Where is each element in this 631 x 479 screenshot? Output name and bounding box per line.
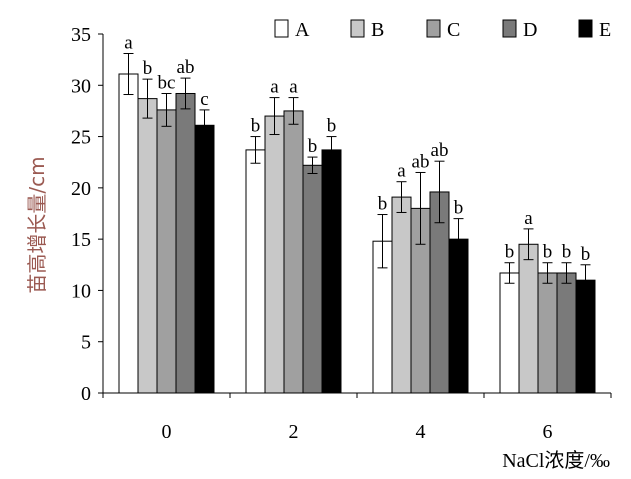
legend-swatch (578, 19, 593, 38)
x-axis-title: NaCl浓度/‰ (502, 449, 610, 472)
legend-swatch (502, 19, 517, 38)
x-tick-label: 6 (543, 421, 553, 443)
significance-label: a (524, 208, 533, 229)
bar (245, 149, 266, 394)
y-tick-label: 10 (71, 280, 91, 302)
y-tick-label: 5 (81, 332, 91, 354)
y-axis: 0 5 10 15 20 25 30 35 (71, 24, 104, 405)
bar (518, 243, 539, 394)
significance-label: ab (177, 57, 195, 78)
bar (156, 109, 177, 394)
bar (264, 115, 285, 394)
significance-label: ab (431, 140, 449, 161)
y-tick-label: 15 (71, 229, 91, 251)
legend-swatch (274, 19, 289, 38)
significance-label: a (289, 77, 298, 98)
y-tick-label: 35 (71, 24, 91, 46)
x-tick-label: 2 (289, 421, 299, 443)
x-tick-label: 0 (162, 421, 172, 443)
y-tick-label: 20 (71, 178, 91, 200)
significance-label: a (397, 161, 406, 182)
bar (391, 196, 412, 394)
bar (321, 149, 342, 394)
legend: A B C D E (274, 19, 611, 41)
significance-label: b (543, 242, 553, 263)
x-tick-label: 4 (416, 421, 426, 443)
significance-label: b (454, 198, 464, 219)
y-tick-label: 0 (81, 383, 91, 405)
significance-label: a (270, 77, 279, 98)
bar (302, 164, 323, 394)
y-tick-label: 30 (71, 75, 91, 97)
significance-label: b (562, 242, 572, 263)
significance-label: b (505, 242, 515, 263)
significance-label: b (308, 136, 318, 157)
significance-label: ab (412, 151, 430, 172)
bar (556, 272, 577, 394)
bar (283, 110, 304, 394)
bar (448, 238, 469, 394)
bar (194, 124, 215, 394)
x-axis: 0 2 4 6 (102, 392, 612, 443)
bar (137, 98, 158, 394)
y-tick-label: 25 (71, 127, 91, 149)
y-axis-title: 苗高增长量/cm (25, 156, 49, 293)
legend-label: C (447, 19, 460, 41)
legend-swatch (350, 19, 365, 38)
significance-label: b (327, 116, 337, 137)
significance-label: b (251, 116, 261, 137)
significance-label: b (143, 58, 153, 79)
bar (118, 73, 139, 394)
bar (175, 92, 196, 394)
significance-label: a (124, 32, 133, 53)
legend-label: E (599, 19, 611, 41)
legend-label: B (371, 19, 384, 41)
significance-label: b (581, 244, 591, 265)
legend-swatch (426, 19, 441, 38)
legend-label: D (523, 19, 537, 41)
legend-label: A (295, 19, 310, 41)
significance-label: c (200, 89, 208, 110)
bar (537, 272, 558, 394)
significance-label: bc (158, 72, 176, 93)
bar (575, 279, 596, 394)
significance-label: b (378, 194, 388, 215)
bar (499, 272, 520, 394)
